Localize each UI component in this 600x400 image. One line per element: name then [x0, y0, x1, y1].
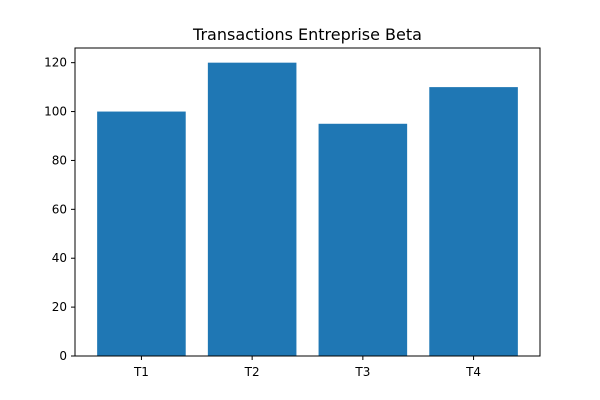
- y-tick-label: 100: [44, 105, 67, 119]
- bar-t3: [318, 123, 408, 357]
- x-tick-label: T1: [133, 365, 149, 379]
- bar-t1: [97, 111, 186, 356]
- y-tick-label: 60: [52, 202, 67, 216]
- y-tick-label: 40: [52, 251, 67, 265]
- y-tick-label: 0: [59, 349, 67, 363]
- y-tick-label: 80: [52, 153, 67, 167]
- x-axis: T1 T2 T3 T4: [133, 356, 481, 379]
- y-tick-label: 20: [52, 300, 67, 314]
- x-tick-label: T2: [244, 365, 260, 379]
- bar-t2: [207, 62, 297, 357]
- bar-t4: [429, 87, 518, 356]
- x-tick-label: T3: [354, 365, 370, 379]
- y-tick-label: 120: [44, 56, 67, 70]
- bars-group: [97, 62, 518, 357]
- chart-title: Transactions Entreprise Beta: [192, 25, 422, 44]
- x-tick-label: T4: [465, 365, 481, 379]
- y-axis: 0 20 40 60 80 100 120: [44, 56, 75, 363]
- plot-frame: [74, 47, 541, 357]
